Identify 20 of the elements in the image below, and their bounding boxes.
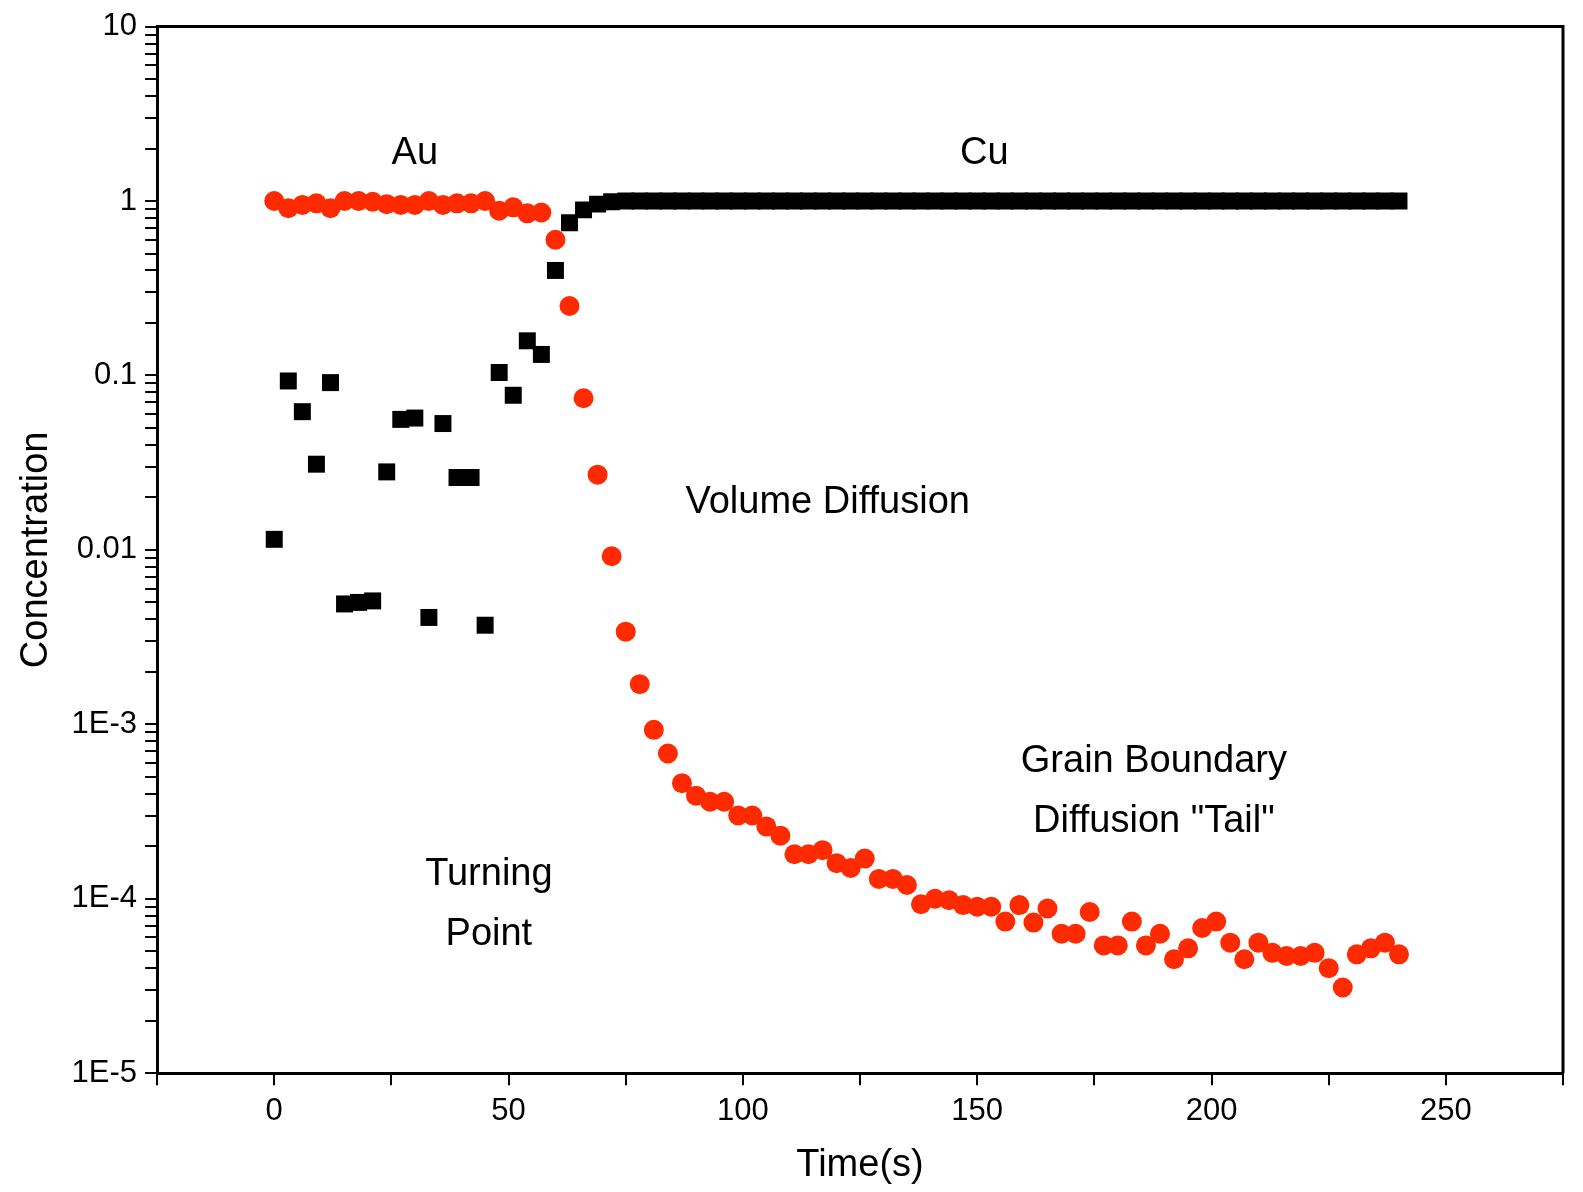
- series-label: Cu: [959, 129, 1009, 172]
- x-tick-label: 0: [265, 1092, 283, 1128]
- annotation: Volume Diffusion: [685, 479, 970, 522]
- annotation: Grain Boundary Diffusion "Tail": [1020, 738, 1287, 841]
- y-tick-label: 0.01: [76, 530, 138, 566]
- series-label: Au: [391, 129, 439, 172]
- y-tick-label: 1E-4: [71, 879, 138, 915]
- y-tick-label: 1E-3: [71, 704, 138, 740]
- x-tick-label: 50: [491, 1092, 526, 1128]
- y-tick-label: 0.1: [93, 356, 138, 392]
- annotation: Turning Point: [425, 851, 553, 954]
- x-axis-title: Time(s): [796, 1141, 924, 1184]
- y-tick-label: 1E-5: [71, 1053, 138, 1089]
- x-tick-label: 150: [951, 1092, 1004, 1128]
- x-tick-label: 250: [1419, 1092, 1472, 1128]
- y-tick-label: 10: [102, 7, 138, 43]
- x-tick-label: 100: [717, 1092, 769, 1128]
- y-axis-title: Concentration: [13, 431, 56, 669]
- y-tick-label: 1: [119, 181, 138, 217]
- x-tick-label: 200: [1185, 1092, 1238, 1128]
